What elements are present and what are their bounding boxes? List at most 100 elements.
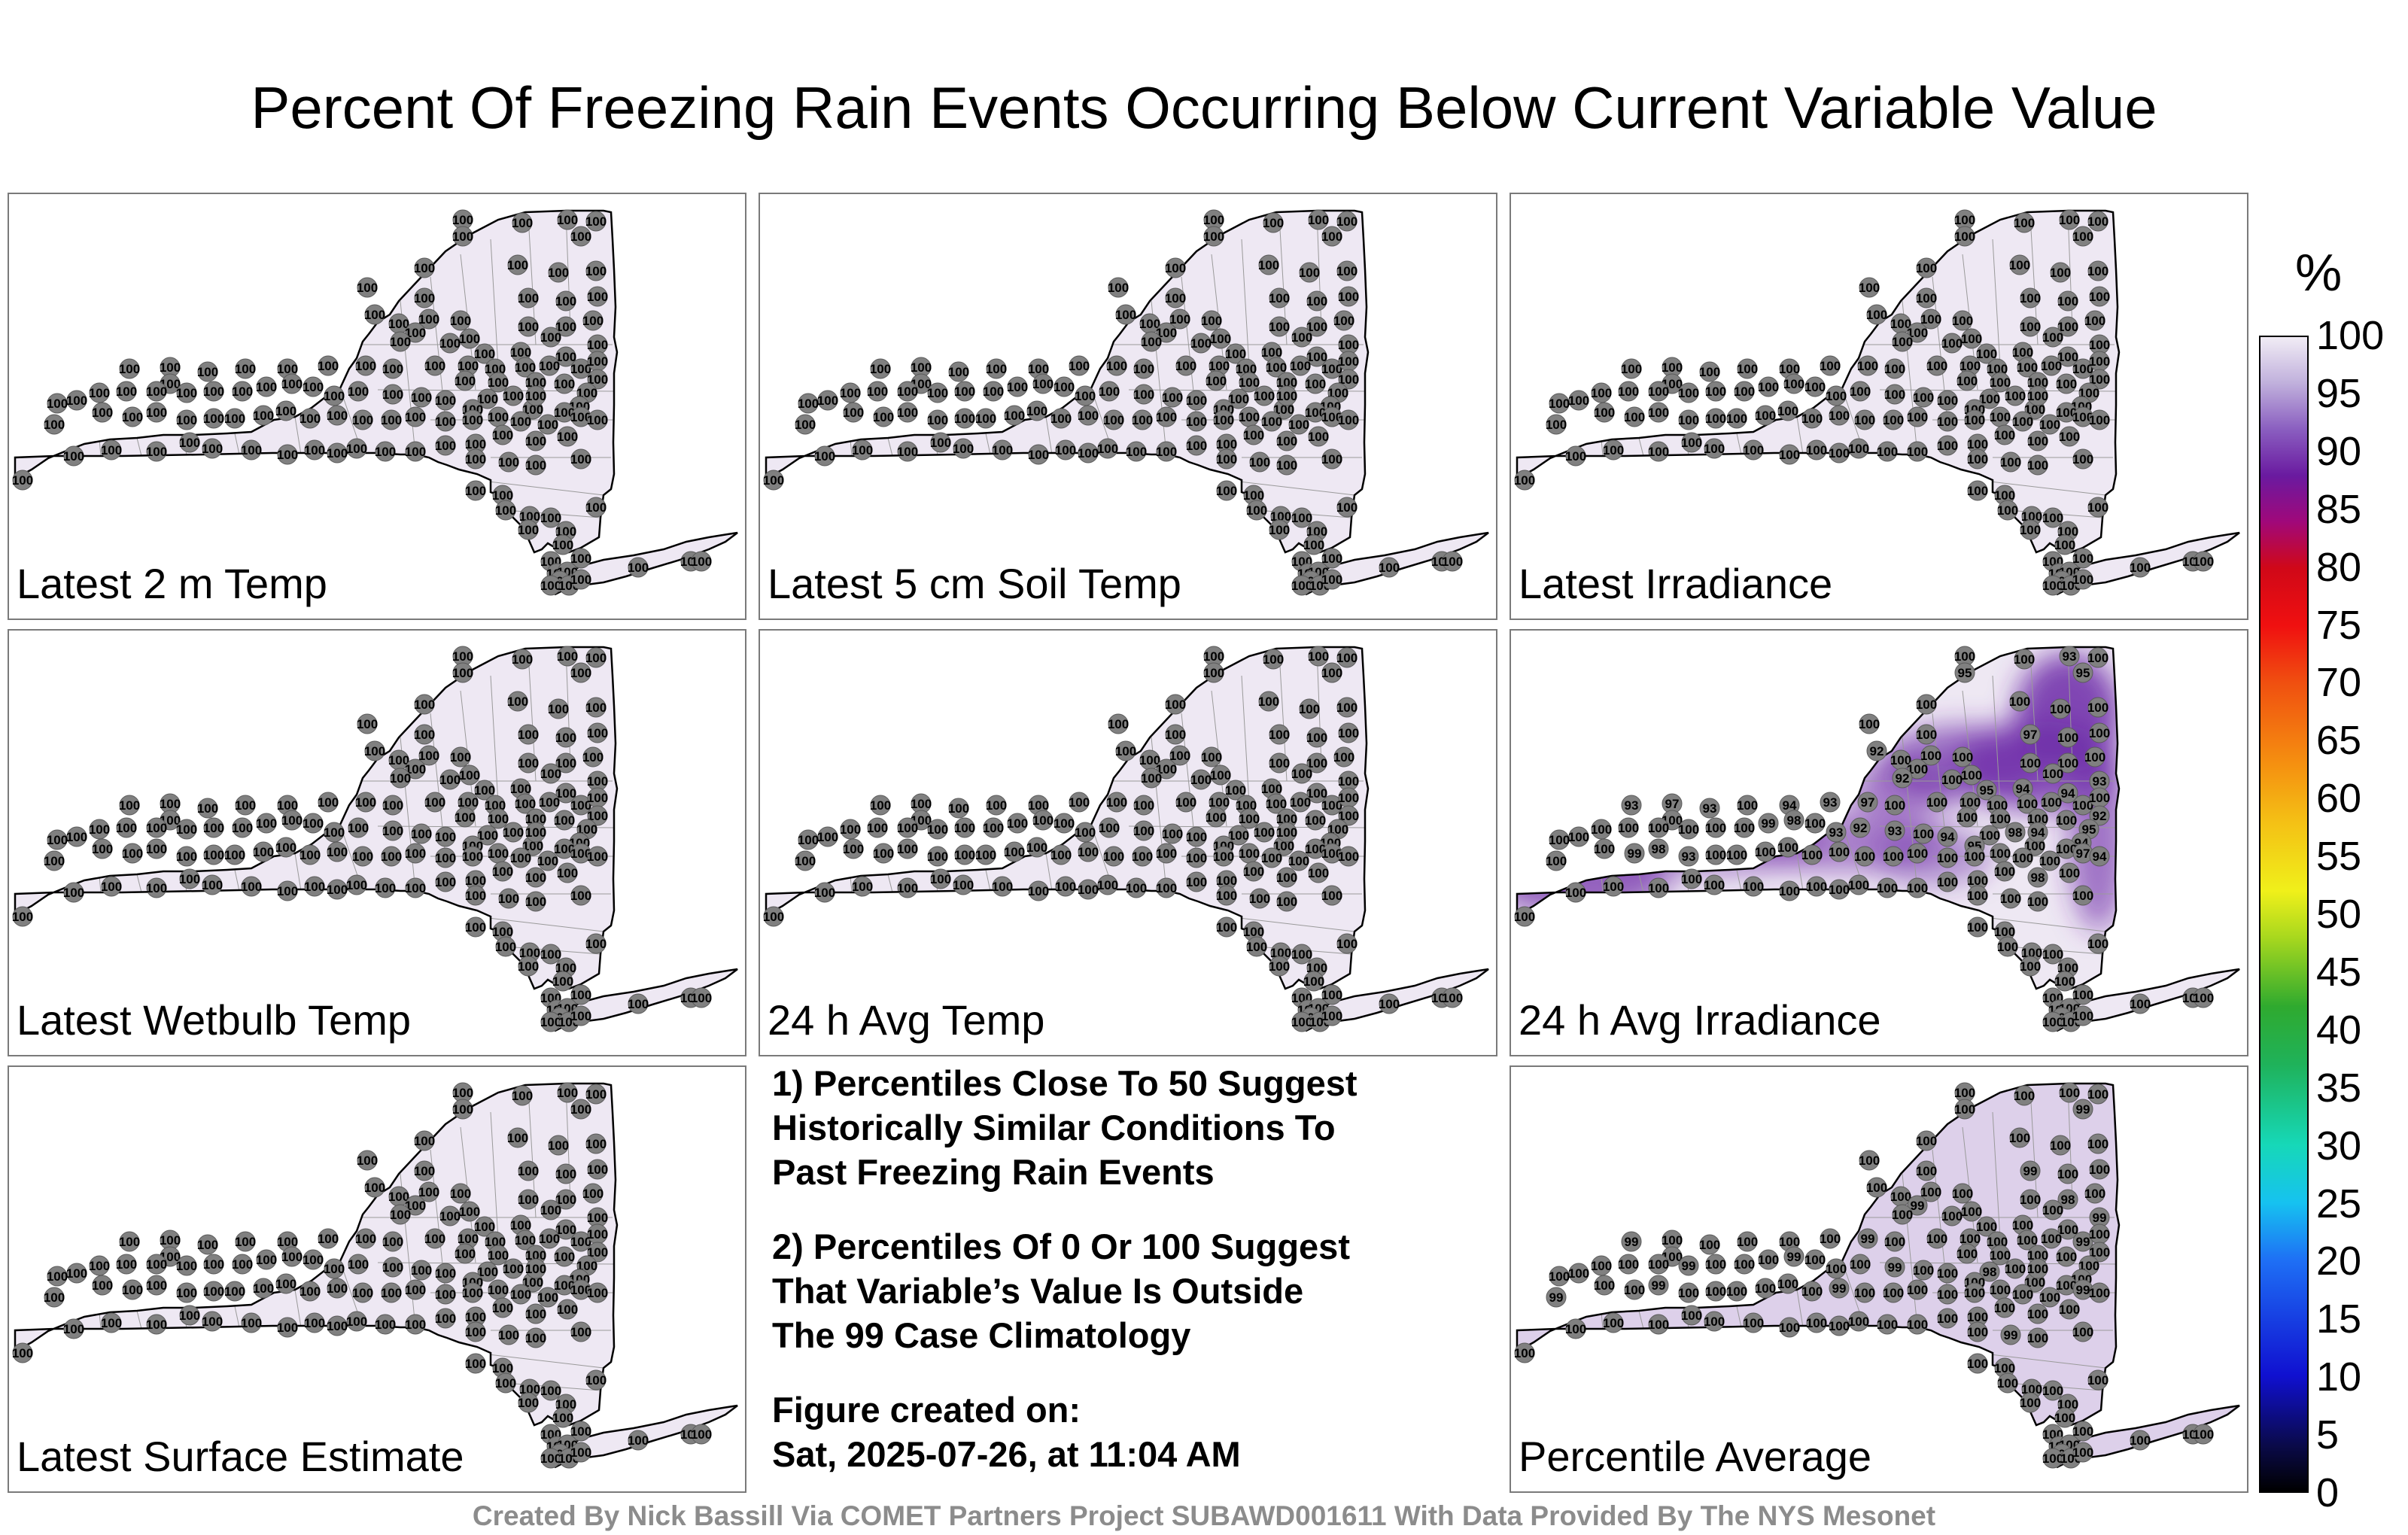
station-marker: 100	[1755, 841, 1776, 862]
station-dot	[795, 414, 816, 435]
station-value: 100	[1165, 698, 1186, 712]
station-value: 93	[1823, 795, 1838, 810]
station-dot	[1994, 861, 2015, 882]
station-value: 100	[2072, 1325, 2093, 1339]
station-marker: 100	[1892, 1204, 1913, 1225]
station-marker: 100	[390, 1204, 411, 1225]
station-dot	[2057, 316, 2078, 337]
station-value: 92	[1870, 744, 1884, 758]
station-marker: 100	[439, 333, 461, 354]
station-marker: 100	[1737, 358, 1758, 379]
station-value: 100	[570, 889, 591, 903]
station-dot	[224, 408, 245, 429]
station-marker: 100	[1913, 1260, 1934, 1281]
station-value: 100	[375, 1318, 396, 1332]
station-value: 100	[1907, 410, 1928, 424]
station-marker: 100	[1967, 480, 1988, 501]
station-marker: 99	[1648, 1275, 1669, 1296]
station-dot	[2017, 793, 2038, 814]
station-value: 100	[570, 798, 591, 813]
panel-latest-5cm-soil-temp: 100 100 100 100 100 100 100 100 100 100 100 100 100 1…	[759, 193, 1497, 620]
station-marker: 100	[1133, 795, 1154, 816]
station-value: 100	[2042, 330, 2063, 345]
station-marker: 100	[2130, 993, 2151, 1014]
station-marker: 100	[241, 1312, 262, 1333]
station-marker: 100	[458, 355, 479, 376]
station-dot	[2072, 885, 2093, 906]
station-value: 100	[1338, 290, 1359, 304]
station-dot	[299, 844, 321, 865]
station-marker: 100	[1804, 1249, 1826, 1270]
colorbar-unit: %	[2295, 243, 2343, 302]
station-dot	[63, 1318, 84, 1339]
station-dot	[2050, 698, 2071, 719]
station-value: 100	[492, 1301, 513, 1315]
station-marker: 100	[89, 1255, 110, 1276]
station-value: 100	[1681, 872, 1702, 886]
station-marker: 100	[1866, 304, 1887, 325]
station-dot	[1591, 382, 1612, 403]
station-marker: 100	[2041, 1228, 2062, 1249]
station-value: 100	[1276, 434, 1297, 448]
station-value: 100	[405, 1199, 426, 1213]
station-marker: 100	[2017, 357, 2038, 378]
station-marker: 100	[587, 1159, 608, 1180]
station-dot	[382, 384, 403, 405]
station-dot	[452, 1099, 473, 1120]
station-marker: 100	[1699, 361, 1720, 382]
station-value: 100	[587, 413, 608, 427]
station-value: 100	[525, 389, 546, 403]
station-marker: 100	[2089, 722, 2110, 743]
station-marker: 100	[1565, 1318, 1586, 1339]
station-marker: 100	[2027, 430, 2048, 451]
station-value: 100	[1269, 728, 1290, 742]
station-dot	[488, 808, 509, 829]
station-dot	[1920, 745, 1941, 766]
station-marker: 100	[585, 1084, 607, 1105]
station-marker: 100	[2087, 1369, 2109, 1391]
station-value: 100	[435, 1312, 456, 1326]
station-dot	[435, 1308, 456, 1329]
station-marker: 100	[119, 795, 140, 816]
station-value: 100	[539, 359, 560, 373]
station-marker: 100	[405, 1195, 426, 1216]
station-value: 100	[587, 290, 608, 304]
station-marker: 100	[548, 1135, 569, 1156]
station-value: 100	[1290, 359, 1311, 373]
station-value: 100	[281, 377, 303, 391]
station-dot	[462, 846, 483, 867]
station-marker: 100	[12, 470, 33, 491]
station-dot	[1704, 1311, 1725, 1332]
station-value: 100	[1926, 359, 1947, 373]
station-marker: 100	[492, 424, 513, 445]
station-marker: 100	[1246, 936, 1267, 957]
station-marker: 100	[318, 1228, 339, 1249]
county-line	[475, 479, 604, 496]
station-value: 100	[540, 1384, 561, 1398]
station-marker: 100	[146, 381, 167, 402]
station-value: 100	[2005, 1262, 2026, 1276]
station-value: 100	[1203, 666, 1224, 680]
station-dot	[47, 1266, 68, 1287]
county-line	[1992, 675, 2001, 804]
station-dot	[2057, 346, 2078, 367]
station-marker: 100	[197, 1234, 218, 1255]
station-value: 100	[1624, 1283, 1645, 1297]
colorbar-tick: 35	[2316, 1065, 2362, 1111]
station-dot	[2072, 1099, 2093, 1120]
station-value: 99	[2076, 1235, 2090, 1249]
station-marker: 100	[1954, 226, 1975, 247]
station-value: 100	[352, 413, 373, 427]
station-marker: 100	[1678, 409, 1699, 430]
station-value: 100	[381, 1286, 402, 1300]
station-marker: 100	[44, 850, 65, 871]
station-marker: 100	[1514, 470, 1535, 491]
station-dot	[1050, 844, 1072, 865]
station-value: 100	[1216, 484, 1237, 498]
station-value: 94	[2093, 850, 2107, 864]
station-dot	[2005, 385, 2026, 406]
station-dot	[1648, 1275, 1669, 1296]
station-marker: 100	[465, 1306, 486, 1327]
station-value: 100	[548, 1138, 569, 1153]
